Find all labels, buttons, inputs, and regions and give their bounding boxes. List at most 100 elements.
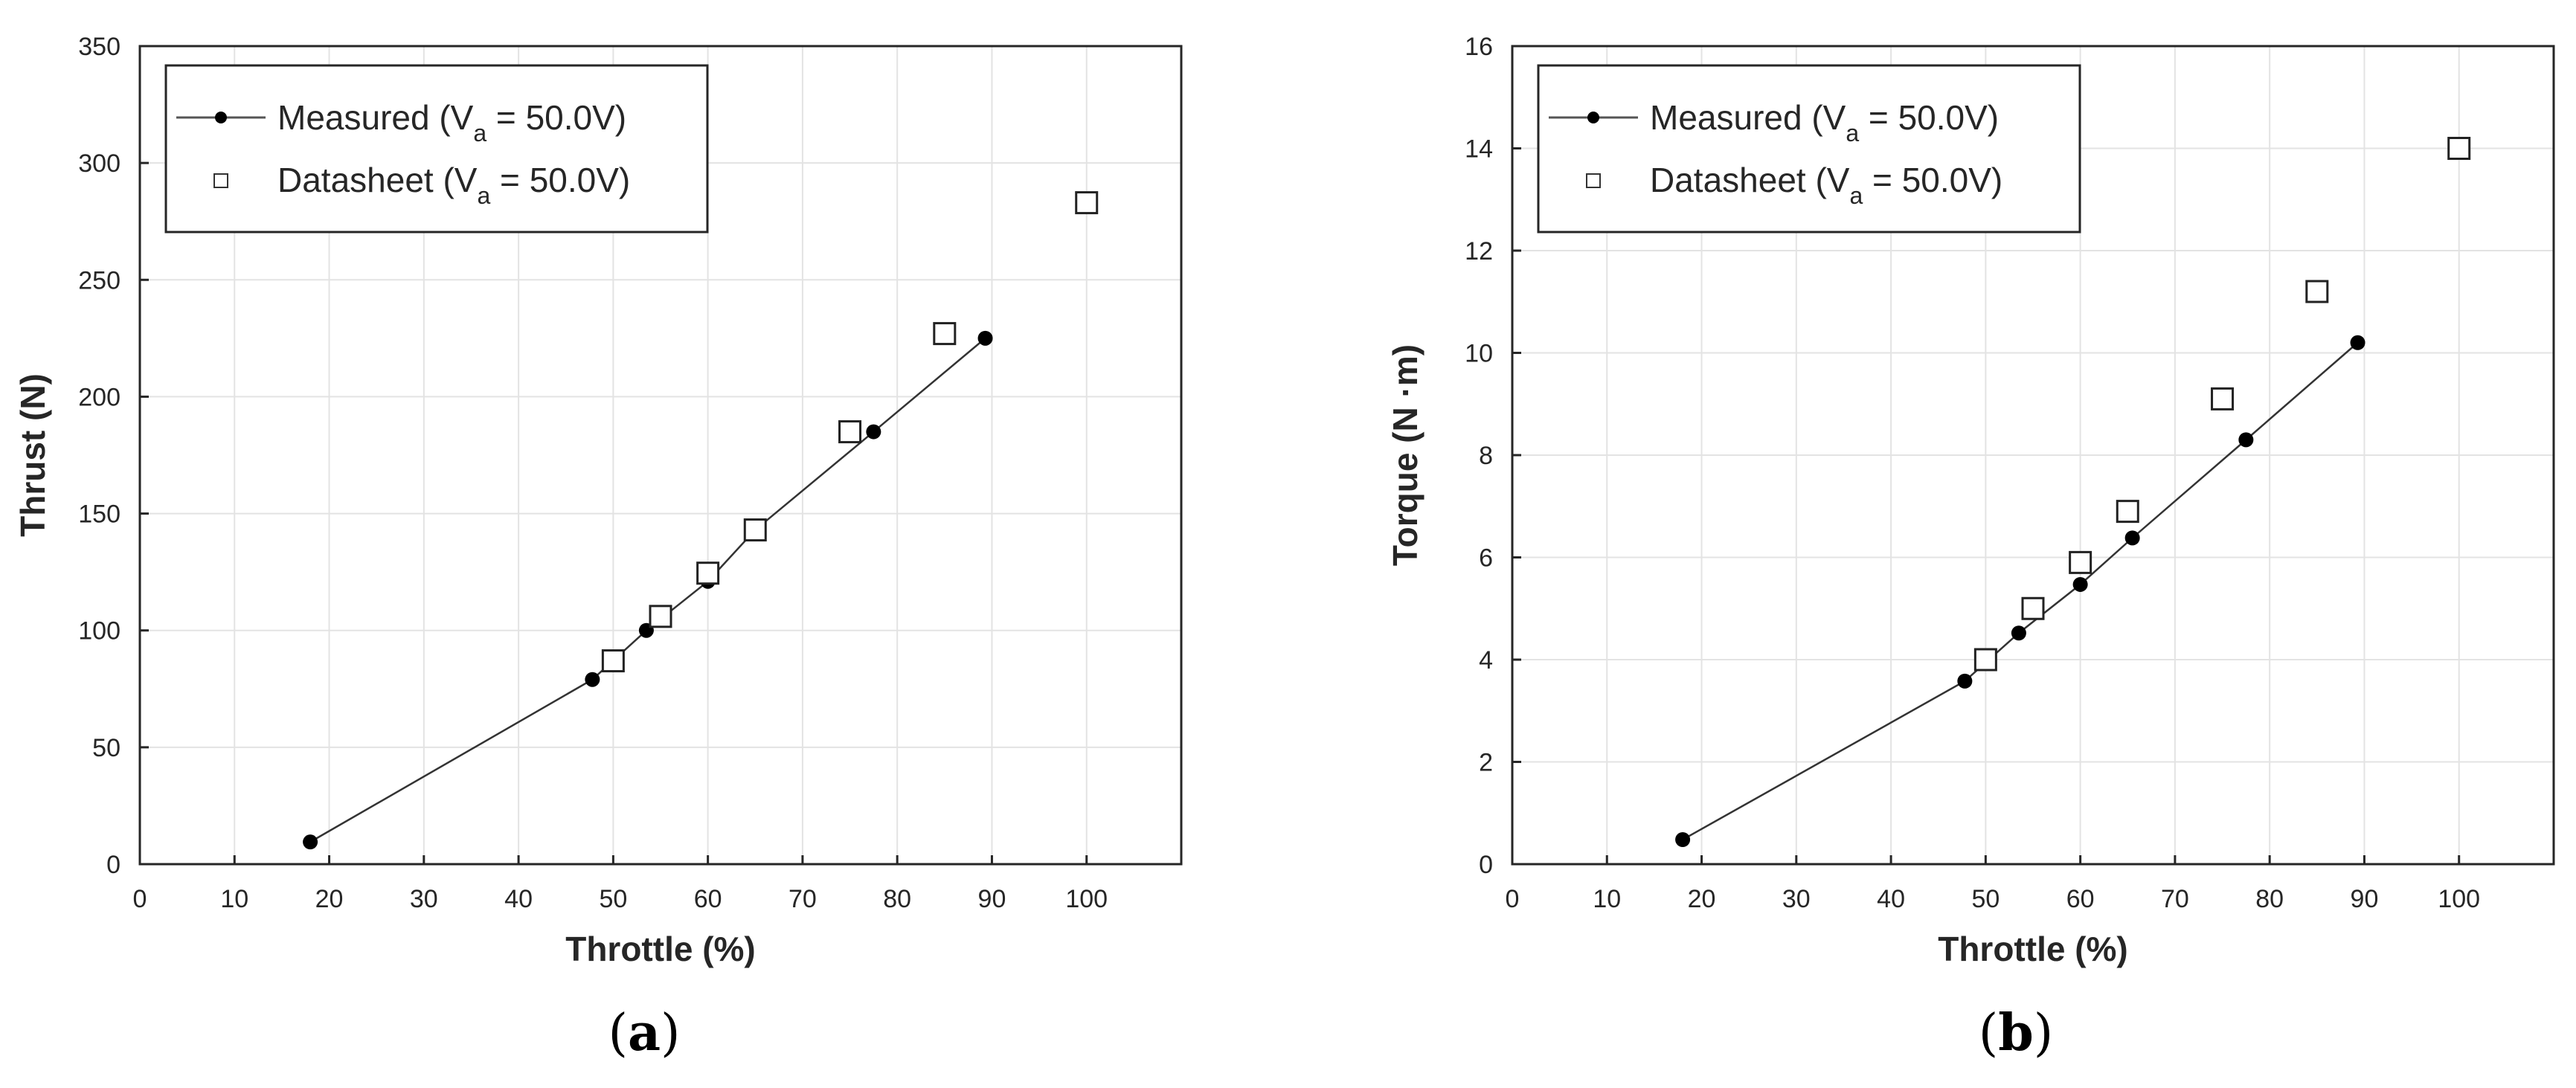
- x-tick-label: 90: [2351, 885, 2379, 913]
- chart-panel-b: 0 10 20 30 40 50 60 70 80 90 100 0 2 4 6 8 10 12 14 16 Thr…: [1386, 33, 2555, 1063]
- y-axis-label-a: Thrust (N): [13, 373, 52, 537]
- legend-marker-measured-a: [215, 112, 227, 123]
- y-tick-label: 200: [78, 383, 121, 411]
- x-tick-label: 70: [788, 885, 817, 913]
- y-tick-label: 0: [106, 851, 121, 879]
- legend-tail-measured-b: = 50.0V): [1859, 98, 1999, 137]
- y-tick-label: 16: [1465, 33, 1493, 61]
- y-tick-label: 8: [1479, 442, 1493, 470]
- series-a: [303, 191, 1099, 850]
- x-tick-label: 0: [133, 885, 147, 913]
- y-tick-label: 6: [1479, 544, 1493, 573]
- point-datasheet: [2447, 137, 2471, 160]
- y-tick-label: 350: [78, 33, 121, 61]
- y-ticks-a: 0 50 100 150 200 250 300 350: [78, 33, 149, 879]
- y-tick-label: 14: [1465, 135, 1493, 164]
- point-datasheet: [838, 420, 862, 444]
- caption-letter-b: b: [1998, 1003, 2034, 1063]
- series-line-measured: [1682, 341, 2359, 841]
- point-measured: [585, 672, 600, 687]
- point-datasheet: [1075, 191, 1099, 215]
- plot-area-a: [138, 45, 1183, 866]
- y-tick-label: 4: [1479, 646, 1493, 675]
- caption-close-b: ): [2034, 1004, 2054, 1063]
- caption-b: (b): [1979, 1003, 2054, 1063]
- x-tick-label: 60: [2066, 885, 2095, 913]
- y-tick-label: 2: [1479, 749, 1493, 777]
- caption-letter-a: a: [628, 1003, 661, 1063]
- y-ticks-b: 0 2 4 6 8 10 12 14 16: [1465, 33, 1521, 879]
- legend-entry-measured-b: Measured (Va = 50.0V): [1650, 98, 1999, 147]
- point-measured: [866, 424, 881, 440]
- legend-sub-datasheet-a: a: [477, 182, 490, 209]
- x-tick-label: 90: [978, 885, 1006, 913]
- x-tick-label: 60: [694, 885, 722, 913]
- point-datasheet: [696, 561, 720, 585]
- series-b: [1675, 137, 2471, 847]
- x-tick-label: 10: [1593, 885, 1621, 913]
- point-measured: [2238, 432, 2254, 448]
- y-tick-label: 50: [92, 734, 121, 762]
- y-tick-label: 100: [78, 617, 121, 646]
- legend-name-datasheet-b: Datasheet (V: [1650, 161, 1850, 199]
- legend-name-measured-a: Measured (V: [277, 98, 474, 137]
- legend-name-measured-b: Measured (V: [1650, 98, 1846, 137]
- legend-sub-measured-b: a: [1846, 120, 1859, 147]
- x-ticks-b: 0 10 20 30 40 50 60 70 80 90 100: [1506, 855, 2480, 913]
- legend-entry-measured-a: Measured (Va = 50.0V): [277, 98, 626, 147]
- point-datasheet: [2069, 550, 2092, 574]
- series-line-measured: [309, 337, 986, 843]
- legend-marker-datasheet-b: [1586, 173, 1601, 188]
- x-axis-label-a: Throttle (%): [565, 930, 756, 968]
- legend-sub-measured-a: a: [473, 120, 486, 147]
- y-tick-label: 150: [78, 500, 121, 529]
- x-tick-label: 0: [1506, 885, 1520, 913]
- point-datasheet: [2305, 280, 2329, 303]
- point-datasheet: [2021, 596, 2045, 620]
- x-ticks-a: 0 10 20 30 40 50 60 70 80 90 100: [133, 855, 1108, 913]
- point-datasheet: [2211, 387, 2235, 411]
- point-measured: [977, 330, 993, 346]
- legend-name-datasheet-a: Datasheet (V: [277, 161, 478, 199]
- x-tick-label: 40: [504, 885, 533, 913]
- legend-tail-measured-a: = 50.0V): [486, 98, 626, 137]
- x-tick-label: 40: [1877, 885, 1905, 913]
- point-measured: [1675, 832, 1691, 847]
- point-measured: [1957, 673, 1973, 689]
- caption-a: (a): [608, 1003, 680, 1063]
- legend-tail-datasheet-b: = 50.0V): [1863, 161, 2002, 199]
- y-tick-label: 12: [1465, 237, 1493, 265]
- point-measured: [2072, 576, 2088, 592]
- caption-open-a: (: [608, 1004, 628, 1063]
- y-tick-label: 0: [1479, 851, 1493, 879]
- legend-tail-datasheet-a: = 50.0V): [490, 161, 630, 199]
- point-measured: [2124, 530, 2140, 546]
- x-tick-label: 50: [599, 885, 627, 913]
- x-tick-label: 70: [2161, 885, 2189, 913]
- x-tick-label: 100: [2438, 885, 2480, 913]
- legend-sub-datasheet-b: a: [1849, 182, 1863, 209]
- caption-open-b: (: [1979, 1004, 1999, 1063]
- x-tick-label: 20: [315, 885, 344, 913]
- point-datasheet: [1973, 648, 1997, 672]
- y-tick-label: 300: [78, 149, 121, 178]
- legend-entry-datasheet-a: Datasheet (Va = 50.0V): [277, 161, 630, 209]
- x-tick-label: 80: [2255, 885, 2284, 913]
- x-tick-label: 100: [1065, 885, 1108, 913]
- legend-marker-measured-b: [1587, 112, 1599, 123]
- point-measured: [2011, 625, 2026, 641]
- y-tick-label: 10: [1465, 340, 1493, 368]
- legend-marker-datasheet-a: [213, 173, 228, 188]
- point-datasheet: [2116, 500, 2139, 524]
- point-datasheet: [601, 649, 625, 673]
- point-datasheet: [933, 322, 957, 346]
- legend-box-b: [1537, 64, 2081, 234]
- point-datasheet: [649, 605, 672, 628]
- x-tick-label: 10: [220, 885, 248, 913]
- x-axis-label-b: Throttle (%): [1938, 930, 2128, 968]
- point-measured: [2350, 335, 2365, 350]
- point-measured: [303, 834, 318, 850]
- legend-entry-datasheet-b: Datasheet (Va = 50.0V): [1650, 161, 2002, 209]
- legend-box-a: [164, 64, 709, 234]
